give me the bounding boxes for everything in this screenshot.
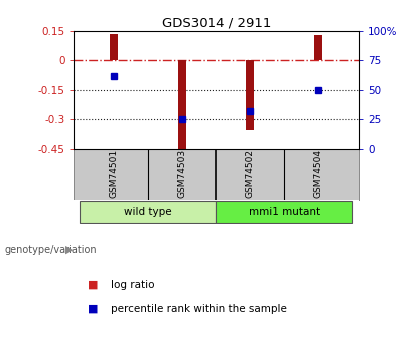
Text: GSM74501: GSM74501 bbox=[110, 149, 119, 198]
Bar bbox=[246, 60, 255, 130]
Bar bbox=[178, 60, 186, 150]
Text: log ratio: log ratio bbox=[111, 280, 155, 289]
Text: GSM74504: GSM74504 bbox=[314, 149, 323, 198]
Bar bbox=[314, 35, 323, 60]
FancyBboxPatch shape bbox=[80, 201, 216, 223]
Text: genotype/variation: genotype/variation bbox=[4, 245, 97, 255]
Text: mmi1 mutant: mmi1 mutant bbox=[249, 207, 320, 217]
Text: ▶: ▶ bbox=[65, 245, 73, 255]
Text: GSM74503: GSM74503 bbox=[178, 149, 187, 198]
Text: wild type: wild type bbox=[124, 207, 172, 217]
Text: percentile rank within the sample: percentile rank within the sample bbox=[111, 304, 287, 314]
Bar bbox=[110, 34, 118, 60]
Text: GSM74502: GSM74502 bbox=[246, 149, 255, 198]
Title: GDS3014 / 2911: GDS3014 / 2911 bbox=[162, 17, 271, 30]
Text: ■: ■ bbox=[88, 280, 99, 289]
Text: ■: ■ bbox=[88, 304, 99, 314]
FancyBboxPatch shape bbox=[216, 201, 352, 223]
